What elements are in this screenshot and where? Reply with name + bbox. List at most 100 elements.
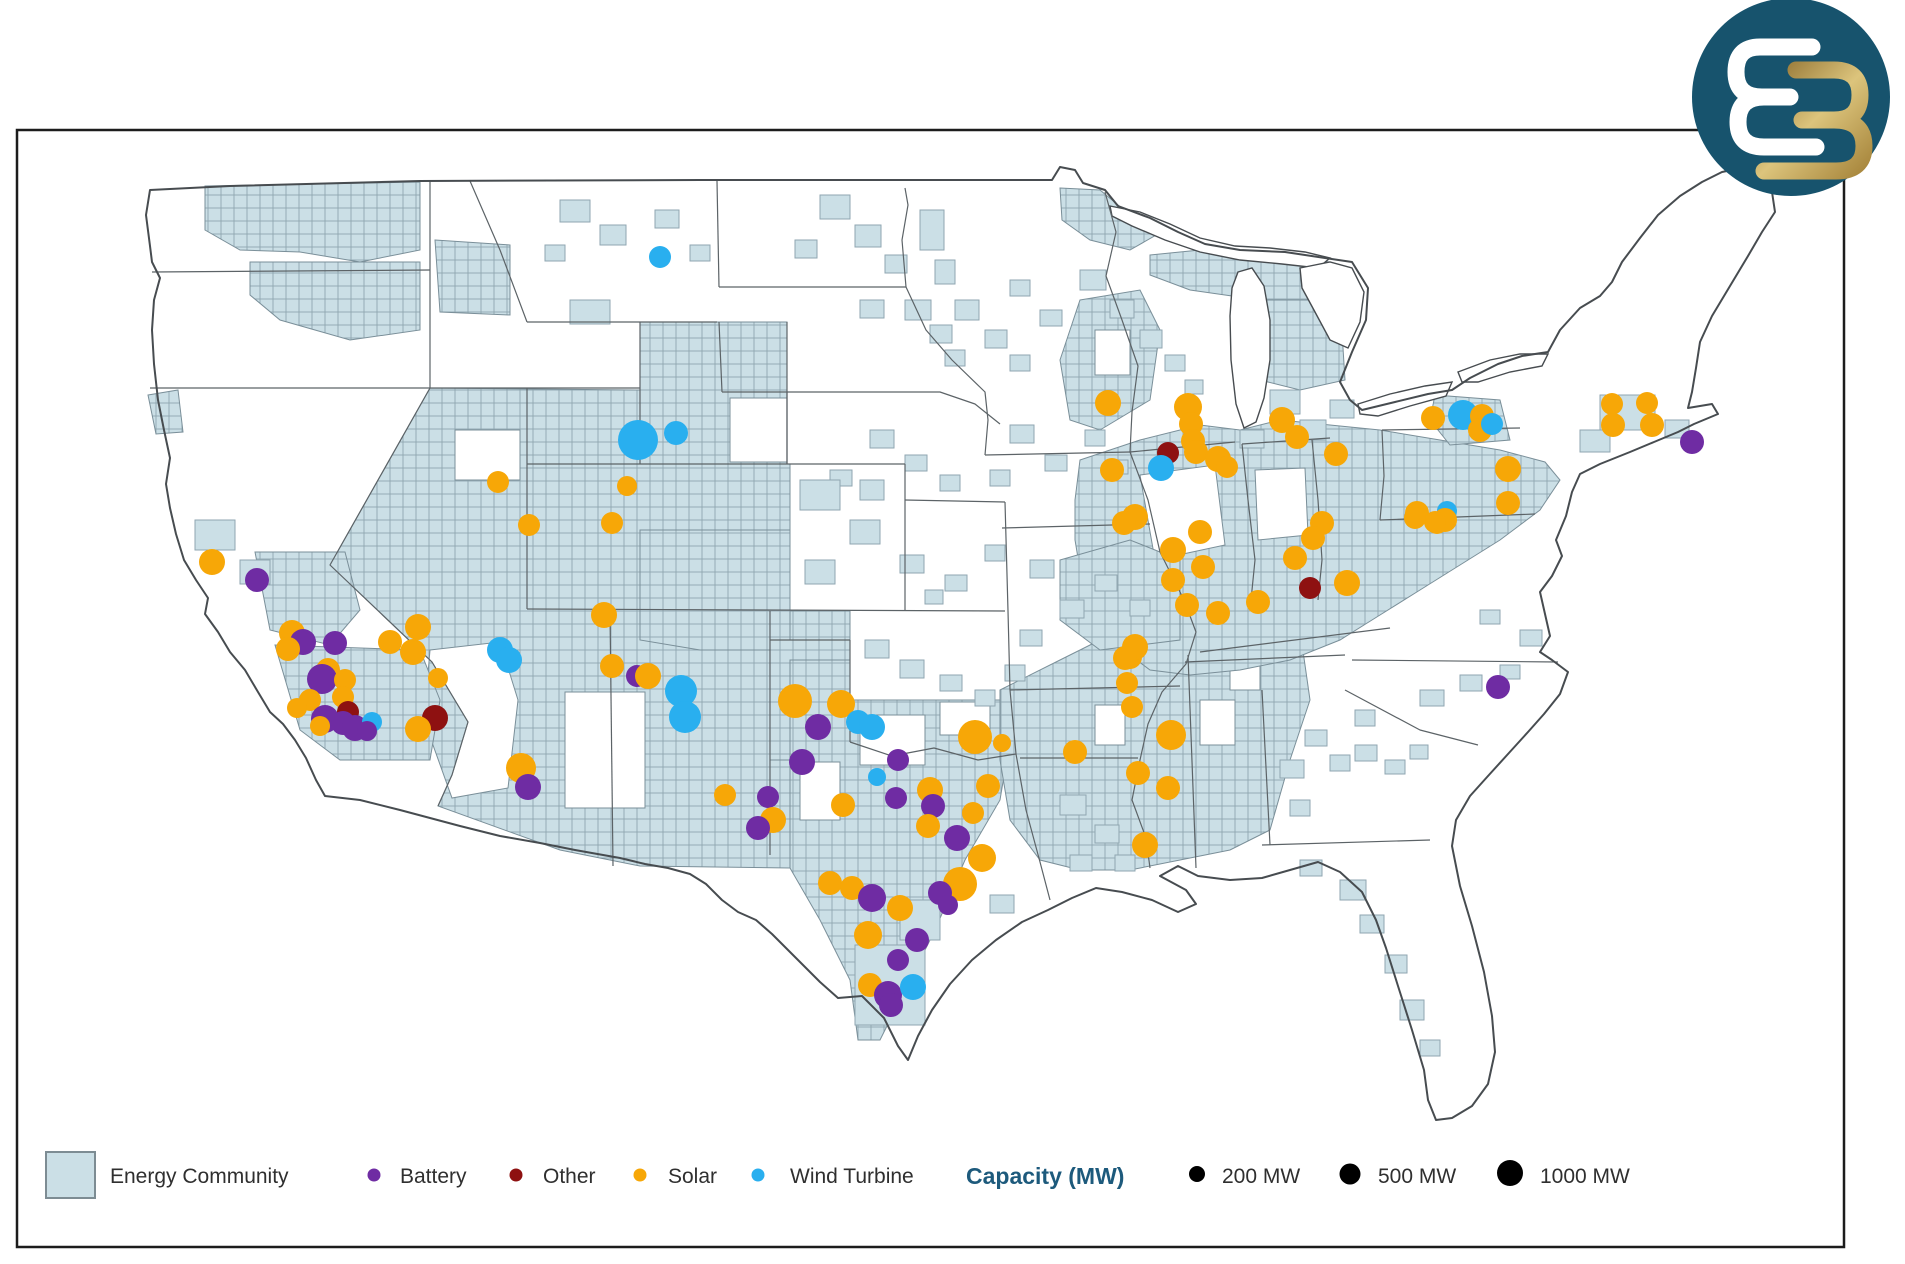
solar-project-dot[interactable]: [1601, 393, 1623, 415]
solar-project-dot[interactable]: [310, 716, 330, 736]
wind-project-dot[interactable]: [900, 974, 926, 1000]
solar-project-dot[interactable]: [1495, 456, 1521, 482]
solar-project-dot[interactable]: [1095, 390, 1121, 416]
solar-project-dot[interactable]: [617, 476, 637, 496]
solar-project-dot[interactable]: [276, 637, 300, 661]
solar-project-dot[interactable]: [1640, 413, 1664, 437]
battery-project-dot[interactable]: [805, 714, 831, 740]
wind-project-dot[interactable]: [665, 675, 697, 707]
solar-project-dot[interactable]: [1601, 413, 1625, 437]
solar-project-dot[interactable]: [1156, 776, 1180, 800]
battery-legend-dot[interactable]: [367, 1168, 381, 1182]
other-project-dot[interactable]: [1299, 577, 1321, 599]
battery-project-dot[interactable]: [789, 749, 815, 775]
battery-project-dot[interactable]: [858, 884, 886, 912]
solar-project-dot[interactable]: [1121, 696, 1143, 718]
battery-project-dot[interactable]: [323, 631, 347, 655]
wind-project-dot[interactable]: [649, 246, 671, 268]
solar-project-dot[interactable]: [887, 895, 913, 921]
battery-project-dot[interactable]: [879, 993, 903, 1017]
battery-project-dot[interactable]: [938, 895, 958, 915]
wind-project-dot[interactable]: [868, 768, 886, 786]
wind-project-dot[interactable]: [859, 714, 885, 740]
solar-project-dot[interactable]: [854, 921, 882, 949]
solar-project-dot[interactable]: [714, 784, 736, 806]
solar-project-dot[interactable]: [1116, 672, 1138, 694]
battery-project-dot[interactable]: [746, 816, 770, 840]
battery-project-dot[interactable]: [887, 949, 909, 971]
solar-project-dot[interactable]: [968, 844, 996, 872]
solar-project-dot[interactable]: [1424, 511, 1446, 533]
solar-project-dot[interactable]: [1334, 570, 1360, 596]
solar-project-dot[interactable]: [916, 814, 940, 838]
solar-project-dot[interactable]: [428, 668, 448, 688]
solar-project-dot[interactable]: [1283, 546, 1307, 570]
solar-project-dot[interactable]: [1636, 392, 1658, 414]
battery-project-dot[interactable]: [1486, 675, 1510, 699]
solar-project-dot[interactable]: [1191, 555, 1215, 579]
solar-project-dot[interactable]: [958, 720, 992, 754]
solar-project-dot[interactable]: [831, 793, 855, 817]
solar-project-dot[interactable]: [1175, 593, 1199, 617]
wind-project-dot[interactable]: [669, 701, 701, 733]
solar-project-dot[interactable]: [1188, 520, 1212, 544]
solar-project-dot[interactable]: [818, 871, 842, 895]
wind-project-dot[interactable]: [618, 420, 658, 460]
solar-project-dot[interactable]: [1100, 458, 1124, 482]
solar-project-dot[interactable]: [962, 802, 984, 824]
solar-project-dot[interactable]: [976, 774, 1000, 798]
solar-project-dot[interactable]: [400, 639, 426, 665]
solar-project-dot[interactable]: [1206, 601, 1230, 625]
battery-project-dot[interactable]: [357, 721, 377, 741]
solar-project-dot[interactable]: [1156, 720, 1186, 750]
solar-project-dot[interactable]: [1113, 646, 1137, 670]
solar-project-dot[interactable]: [518, 514, 540, 536]
battery-project-dot[interactable]: [905, 928, 929, 952]
solar-project-dot[interactable]: [1246, 590, 1270, 614]
battery-project-dot[interactable]: [921, 794, 945, 818]
solar-project-dot[interactable]: [405, 716, 431, 742]
solar-project-dot[interactable]: [1063, 740, 1087, 764]
solar-project-dot[interactable]: [600, 654, 624, 678]
solar-project-dot[interactable]: [1112, 511, 1136, 535]
solar-project-dot[interactable]: [1404, 507, 1426, 529]
solar-project-dot[interactable]: [993, 734, 1011, 752]
solar-project-dot[interactable]: [1301, 526, 1325, 550]
solar-project-dot[interactable]: [1160, 537, 1186, 563]
battery-project-dot[interactable]: [887, 749, 909, 771]
solar-project-dot[interactable]: [1324, 442, 1348, 466]
solar-project-dot[interactable]: [199, 549, 225, 575]
solar-project-dot[interactable]: [840, 876, 864, 900]
solar-project-dot[interactable]: [405, 614, 431, 640]
solar-project-dot[interactable]: [1496, 491, 1520, 515]
battery-project-dot[interactable]: [515, 774, 541, 800]
wind-project-dot[interactable]: [1448, 400, 1478, 430]
solar-project-dot[interactable]: [827, 690, 855, 718]
battery-project-dot[interactable]: [1680, 430, 1704, 454]
solar-project-dot[interactable]: [778, 684, 812, 718]
wind-project-dot[interactable]: [1148, 455, 1174, 481]
solar-project-dot[interactable]: [1161, 568, 1185, 592]
solar-project-dot[interactable]: [601, 512, 623, 534]
solar-project-dot[interactable]: [1132, 832, 1158, 858]
solar-legend-dot[interactable]: [633, 1168, 647, 1182]
battery-project-dot[interactable]: [245, 568, 269, 592]
solar-project-dot[interactable]: [287, 698, 307, 718]
wind-project-dot[interactable]: [664, 421, 688, 445]
eb-logo[interactable]: [1692, 0, 1890, 196]
battery-project-dot[interactable]: [307, 664, 337, 694]
battery-project-dot[interactable]: [885, 787, 907, 809]
solar-project-dot[interactable]: [1269, 407, 1295, 433]
solar-project-dot[interactable]: [378, 630, 402, 654]
solar-project-dot[interactable]: [1184, 440, 1208, 464]
wind-legend-dot[interactable]: [751, 1168, 765, 1182]
wind-project-dot[interactable]: [1481, 413, 1503, 435]
solar-project-dot[interactable]: [1285, 425, 1309, 449]
solar-project-dot[interactable]: [487, 471, 509, 493]
wind-project-dot[interactable]: [496, 647, 522, 673]
energy-community-swatch[interactable]: [45, 1151, 96, 1199]
solar-project-dot[interactable]: [635, 663, 661, 689]
solar-project-dot[interactable]: [1216, 456, 1238, 478]
battery-project-dot[interactable]: [944, 825, 970, 851]
battery-project-dot[interactable]: [757, 786, 779, 808]
